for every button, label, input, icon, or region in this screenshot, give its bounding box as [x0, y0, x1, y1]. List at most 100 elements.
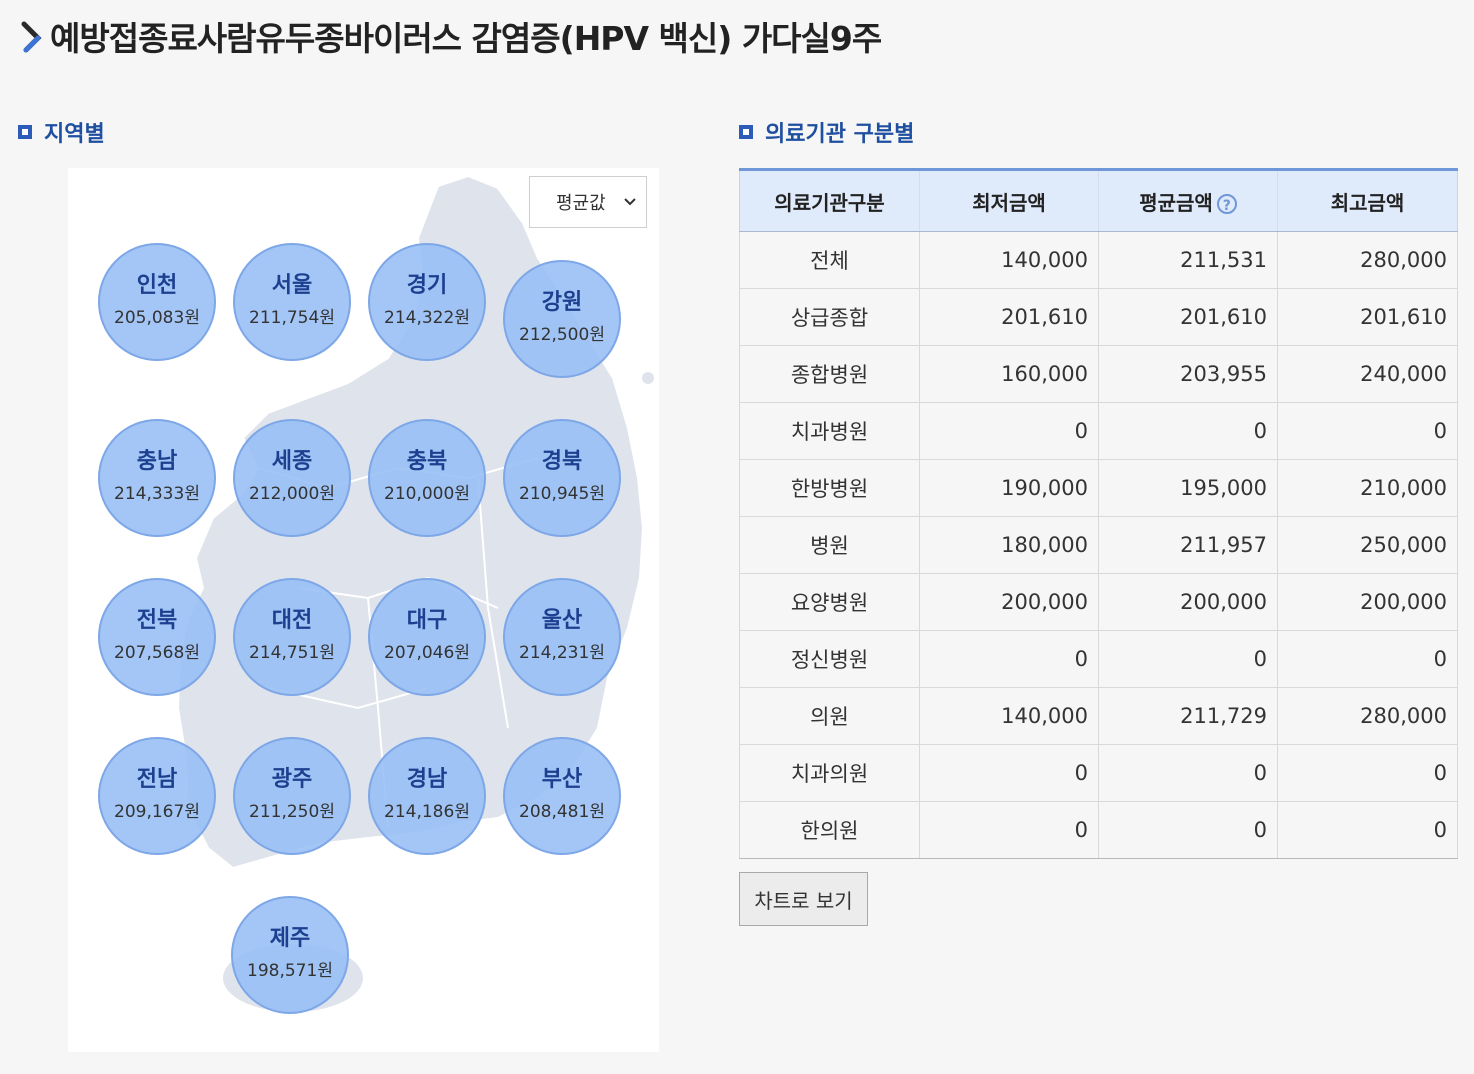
- avg-amount-cell: 203,955: [1098, 345, 1278, 403]
- min-amount-cell: 0: [919, 801, 1099, 859]
- page-title: 예방접종료사람유두종바이러스 감염증(HPV 백신) 가다실9주: [18, 12, 882, 60]
- max-amount-cell: 250,000: [1277, 516, 1458, 574]
- table-header-row: 의료기관구분 최저금액 평균금액? 최고금액: [739, 168, 1458, 232]
- region-value: 207,046원: [384, 643, 470, 663]
- region-name: 충남: [136, 449, 178, 474]
- institution-section-heading: 의료기관 구분별: [739, 116, 914, 148]
- avg-amount-cell: 0: [1098, 801, 1278, 859]
- institution-name-cell: 종합병원: [739, 345, 920, 403]
- region-name: 경기: [406, 273, 448, 298]
- max-amount-cell: 210,000: [1277, 459, 1458, 517]
- region-bubble[interactable]: 충남 214,333원: [98, 419, 216, 537]
- region-bubble[interactable]: 광주 211,250원: [233, 737, 351, 855]
- region-value: 214,186원: [384, 802, 470, 822]
- avg-amount-cell: 0: [1098, 630, 1278, 688]
- institution-name-cell: 한의원: [739, 801, 920, 859]
- avg-amount-cell: 200,000: [1098, 573, 1278, 631]
- region-name: 전북: [136, 608, 178, 633]
- table-row: 상급종합 201,610 201,610 201,610: [739, 288, 1458, 346]
- region-map-panel: 평균값 인천 205,083원 서울 211,754원 경기 214,322원 …: [68, 168, 659, 1052]
- region-section-heading: 지역별: [18, 116, 105, 148]
- institution-heading-text: 의료기관 구분별: [765, 122, 915, 147]
- region-bubble[interactable]: 전북 207,568원: [98, 578, 216, 696]
- statistic-select[interactable]: 평균값: [529, 176, 647, 228]
- column-header-label: 평균금액: [1139, 190, 1213, 215]
- region-bubble[interactable]: 부산 208,481원: [503, 737, 621, 855]
- min-amount-cell: 0: [919, 744, 1099, 802]
- min-amount-cell: 200,000: [919, 573, 1099, 631]
- min-amount-cell: 201,610: [919, 288, 1099, 346]
- table-row: 치과의원 0 0 0: [739, 744, 1458, 802]
- chevron-down-icon: [624, 198, 636, 206]
- table-row: 의원 140,000 211,729 280,000: [739, 687, 1458, 745]
- column-header-average: 평균금액?: [1098, 168, 1278, 232]
- avg-amount-cell: 211,957: [1098, 516, 1278, 574]
- page-title-text: 예방접종료사람유두종바이러스 감염증(HPV 백신) 가다실9주: [50, 19, 882, 58]
- square-bullet-icon: [739, 125, 753, 139]
- column-header: 의료기관구분: [739, 168, 920, 232]
- avg-amount-cell: 201,610: [1098, 288, 1278, 346]
- region-bubble[interactable]: 대전 214,751원: [233, 578, 351, 696]
- region-name: 울산: [541, 608, 583, 633]
- table-row: 정신병원 0 0 0: [739, 630, 1458, 688]
- max-amount-cell: 240,000: [1277, 345, 1458, 403]
- region-name: 충북: [406, 449, 448, 474]
- institution-name-cell: 정신병원: [739, 630, 920, 688]
- region-name: 인천: [136, 273, 178, 298]
- region-name: 대전: [271, 608, 313, 633]
- region-value: 198,571원: [247, 961, 333, 981]
- region-name: 대구: [406, 608, 448, 633]
- table-row: 한의원 0 0 0: [739, 801, 1458, 859]
- statistic-select-value: 평균값: [556, 193, 606, 214]
- region-name: 서울: [271, 273, 313, 298]
- region-value: 205,083원: [114, 308, 200, 328]
- region-name: 부산: [541, 767, 583, 792]
- region-name: 경북: [541, 449, 583, 474]
- institution-name-cell: 의원: [739, 687, 920, 745]
- region-bubble[interactable]: 경기 214,322원: [368, 243, 486, 361]
- region-bubble[interactable]: 전남 209,167원: [98, 737, 216, 855]
- region-value: 212,000원: [249, 484, 335, 504]
- region-value: 214,751원: [249, 643, 335, 663]
- max-amount-cell: 0: [1277, 744, 1458, 802]
- region-bubble[interactable]: 충북 210,000원: [368, 419, 486, 537]
- region-bubble[interactable]: 경남 214,186원: [368, 737, 486, 855]
- max-amount-cell: 200,000: [1277, 573, 1458, 631]
- table-row: 치과병원 0 0 0: [739, 402, 1458, 460]
- view-chart-button[interactable]: 차트로 보기: [739, 872, 868, 926]
- region-name: 경남: [406, 767, 448, 792]
- min-amount-cell: 0: [919, 402, 1099, 460]
- region-value: 208,481원: [519, 802, 605, 822]
- region-value: 214,231원: [519, 643, 605, 663]
- region-name: 전남: [136, 767, 178, 792]
- institution-name-cell: 병원: [739, 516, 920, 574]
- region-value: 211,754원: [249, 308, 335, 328]
- region-bubble[interactable]: 인천 205,083원: [98, 243, 216, 361]
- region-bubble[interactable]: 대구 207,046원: [368, 578, 486, 696]
- avg-amount-cell: 0: [1098, 402, 1278, 460]
- table-row: 종합병원 160,000 203,955 240,000: [739, 345, 1458, 403]
- region-name: 제주: [269, 926, 311, 951]
- region-bubble[interactable]: 강원 212,500원: [503, 260, 621, 378]
- min-amount-cell: 0: [919, 630, 1099, 688]
- square-bullet-icon: [18, 125, 32, 139]
- column-header: 최저금액: [919, 168, 1099, 232]
- max-amount-cell: 201,610: [1277, 288, 1458, 346]
- help-icon[interactable]: ?: [1216, 194, 1237, 214]
- region-bubble[interactable]: 울산 214,231원: [503, 578, 621, 696]
- min-amount-cell: 190,000: [919, 459, 1099, 517]
- avg-amount-cell: 195,000: [1098, 459, 1278, 517]
- region-value: 209,167원: [114, 802, 200, 822]
- min-amount-cell: 140,000: [919, 231, 1099, 289]
- max-amount-cell: 0: [1277, 630, 1458, 688]
- region-bubble[interactable]: 서울 211,754원: [233, 243, 351, 361]
- region-bubble[interactable]: 경북 210,945원: [503, 419, 621, 537]
- region-bubble[interactable]: 제주 198,571원: [231, 896, 349, 1014]
- region-value: 214,333원: [114, 484, 200, 504]
- region-name: 광주: [271, 767, 313, 792]
- institution-name-cell: 한방병원: [739, 459, 920, 517]
- avg-amount-cell: 0: [1098, 744, 1278, 802]
- region-bubble[interactable]: 세종 212,000원: [233, 419, 351, 537]
- region-value: 210,945원: [519, 484, 605, 504]
- min-amount-cell: 140,000: [919, 687, 1099, 745]
